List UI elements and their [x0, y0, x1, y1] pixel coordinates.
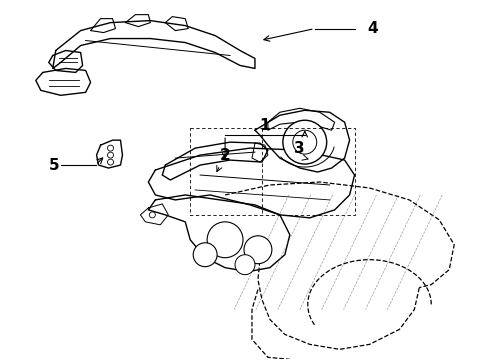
- Polygon shape: [268, 108, 335, 130]
- Text: 4: 4: [368, 21, 378, 36]
- Text: 5: 5: [49, 158, 59, 172]
- Circle shape: [107, 159, 114, 165]
- Polygon shape: [53, 21, 255, 68]
- Text: 3: 3: [294, 141, 305, 156]
- Circle shape: [207, 222, 243, 258]
- Text: 1: 1: [260, 118, 270, 133]
- Polygon shape: [97, 140, 122, 168]
- Circle shape: [244, 236, 272, 264]
- Text: 2: 2: [220, 148, 230, 163]
- Polygon shape: [255, 110, 349, 172]
- Polygon shape: [148, 148, 355, 218]
- Polygon shape: [91, 19, 116, 32]
- Circle shape: [149, 212, 155, 218]
- Circle shape: [235, 255, 255, 275]
- Polygon shape: [162, 142, 268, 180]
- Circle shape: [107, 145, 114, 151]
- Polygon shape: [125, 15, 150, 27]
- Polygon shape: [141, 204, 168, 225]
- Polygon shape: [36, 68, 91, 95]
- Circle shape: [193, 243, 217, 267]
- Circle shape: [107, 152, 114, 158]
- Circle shape: [293, 130, 317, 154]
- Circle shape: [283, 120, 327, 164]
- Polygon shape: [148, 195, 290, 272]
- Polygon shape: [49, 50, 83, 72]
- Polygon shape: [252, 143, 268, 162]
- Polygon shape: [165, 17, 188, 31]
